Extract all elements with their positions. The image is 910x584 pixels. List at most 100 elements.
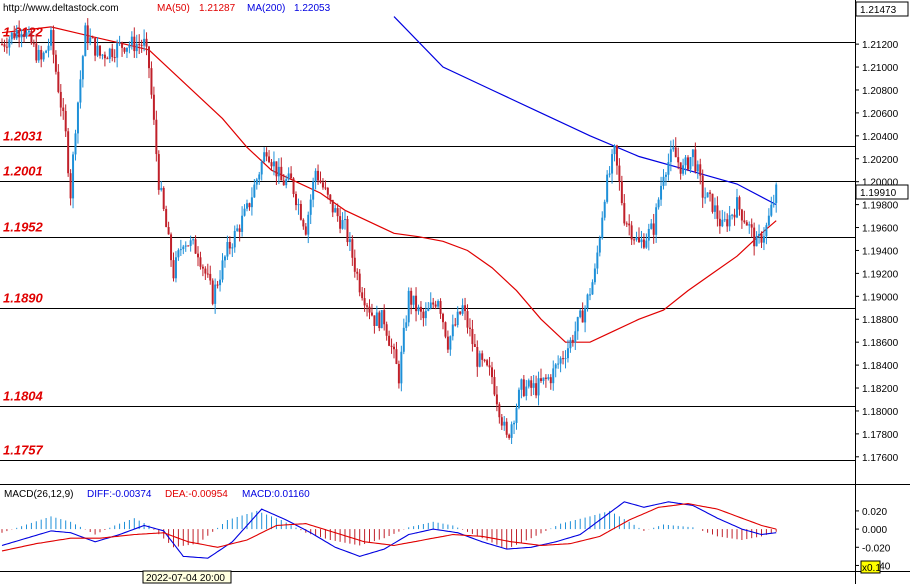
y-tick-label: 1.18400 [862, 361, 899, 372]
candle-body [295, 193, 297, 206]
candle-body [596, 252, 599, 269]
candle-body [236, 228, 239, 231]
candle-body [603, 201, 606, 218]
candle-body [358, 273, 361, 293]
candle-body [302, 219, 305, 227]
candle-body [704, 197, 707, 199]
candle-body [405, 322, 408, 328]
candle-body [464, 305, 467, 312]
ma200-value: 1.22053 [294, 3, 331, 14]
candle-body [130, 36, 133, 46]
candle-body [397, 363, 400, 384]
candle-body [370, 312, 373, 316]
candle-body [613, 145, 616, 155]
candle-body [150, 68, 153, 95]
candle-body [341, 220, 344, 229]
candle-body [265, 152, 268, 157]
candle-body [174, 257, 177, 279]
candle-body [471, 328, 474, 345]
candle-body [393, 346, 395, 350]
candle-body [15, 30, 18, 39]
price-axis: 1.21200 1.21000 1.20800 1.20600 1.20400 1.202… [855, 40, 899, 464]
candle-body [111, 48, 114, 58]
candle-body [246, 203, 248, 209]
candle-body [121, 42, 124, 48]
candle-body [287, 173, 290, 180]
candle-body [508, 434, 511, 438]
candle-body [770, 204, 773, 216]
top-price-box [855, 1, 909, 17]
candle-body [76, 102, 79, 134]
macd-tick-label: 0.020 [862, 507, 887, 518]
candle-body [113, 57, 116, 59]
y-tick-label: 1.18200 [862, 384, 899, 395]
candle-body [711, 193, 714, 212]
candle-body [566, 348, 569, 359]
macd-diff: DIFF:-0.00374 [87, 489, 152, 500]
candle-body [738, 197, 741, 210]
candle-body [630, 225, 633, 240]
candle-body [35, 43, 38, 61]
candle-body [498, 404, 501, 418]
candle-body [721, 219, 724, 227]
candle-body [623, 203, 626, 224]
candle-body [483, 359, 486, 361]
candle-body [304, 226, 307, 235]
candle-body [459, 311, 462, 314]
candle-body [562, 358, 565, 360]
candle-body [446, 336, 449, 350]
price-panel [0, 0, 855, 484]
candle-body [672, 147, 675, 150]
ma50-label: MA(50) [157, 3, 190, 14]
candle-body [380, 310, 383, 329]
candle-body [618, 165, 621, 182]
candle-body [701, 175, 704, 198]
candle-body [775, 184, 778, 204]
candle-body [495, 394, 498, 405]
y-tick-label: 1.20400 [862, 132, 899, 143]
candle-body [307, 214, 310, 235]
candle-body [564, 358, 567, 360]
candle-body [388, 335, 391, 346]
candle-body [491, 367, 493, 378]
candle-body [238, 228, 241, 232]
macd-tick-label: 0.000 [862, 525, 887, 536]
candle-body [20, 33, 23, 38]
candle-body [620, 181, 623, 204]
candle-body [513, 422, 516, 425]
candle-body [615, 145, 618, 166]
candle-body [515, 407, 518, 423]
candle-body [69, 173, 72, 199]
candle-body [402, 327, 405, 352]
candle-body [373, 315, 376, 326]
candle-body [317, 170, 320, 181]
candle-body [726, 219, 729, 227]
candle-body [309, 199, 312, 215]
candle-body [628, 223, 631, 226]
candle-body [500, 417, 503, 426]
candle-body [30, 30, 33, 44]
site-url[interactable]: http://www.deltastock.com [3, 3, 119, 14]
y-tick-label: 1.21000 [862, 63, 899, 74]
level-label: 1.1890 [3, 291, 44, 306]
candle-body [633, 239, 636, 241]
candle-body [319, 180, 322, 183]
candle-body [584, 308, 587, 323]
candle-body [657, 199, 660, 208]
zoom-label[interactable]: x0.1 [862, 563, 881, 574]
candle-body [660, 185, 663, 200]
candle-body [353, 257, 356, 272]
candle-body [559, 358, 562, 364]
zoom-box[interactable] [860, 560, 881, 574]
candle-body [407, 290, 410, 323]
candle-body [689, 157, 692, 170]
candle-body [243, 208, 246, 216]
candle-body [589, 294, 591, 296]
candle-body [324, 187, 327, 189]
candle-body [170, 234, 173, 261]
top-price-label: 1.21473 [860, 5, 897, 16]
candle-body [346, 218, 349, 243]
candle-body [571, 339, 574, 343]
y-tick-label: 1.18600 [862, 338, 899, 349]
candle-body [155, 119, 158, 155]
